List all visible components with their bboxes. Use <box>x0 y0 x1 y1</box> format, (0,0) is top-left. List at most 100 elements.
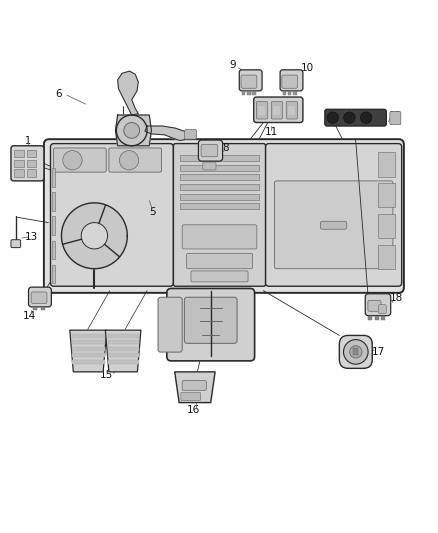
Text: 9: 9 <box>229 60 236 70</box>
Bar <box>241 92 245 95</box>
FancyBboxPatch shape <box>281 75 297 88</box>
Bar <box>377 183 394 207</box>
FancyBboxPatch shape <box>257 106 265 116</box>
FancyBboxPatch shape <box>367 300 380 311</box>
Bar <box>52 240 55 259</box>
Bar <box>72 360 105 364</box>
Text: 6: 6 <box>55 89 62 99</box>
Bar <box>180 203 258 209</box>
Bar <box>377 152 394 176</box>
FancyBboxPatch shape <box>31 292 47 303</box>
Circle shape <box>360 112 371 123</box>
Bar <box>180 165 258 171</box>
FancyBboxPatch shape <box>202 162 215 170</box>
Text: 17: 17 <box>371 347 384 357</box>
FancyBboxPatch shape <box>186 253 252 269</box>
Text: 10: 10 <box>300 63 313 72</box>
Bar <box>252 92 255 95</box>
Bar <box>52 216 55 235</box>
Text: 18: 18 <box>389 293 402 303</box>
Circle shape <box>63 151 82 170</box>
Bar <box>52 265 55 283</box>
Bar <box>108 360 139 364</box>
FancyBboxPatch shape <box>158 297 182 352</box>
FancyBboxPatch shape <box>50 143 173 286</box>
FancyBboxPatch shape <box>364 294 390 316</box>
FancyBboxPatch shape <box>287 106 295 116</box>
FancyBboxPatch shape <box>265 143 401 286</box>
FancyBboxPatch shape <box>240 75 256 88</box>
Bar <box>108 340 139 344</box>
Bar <box>381 316 385 320</box>
Bar <box>72 347 105 351</box>
FancyBboxPatch shape <box>53 148 106 172</box>
FancyBboxPatch shape <box>173 143 265 286</box>
FancyBboxPatch shape <box>11 146 44 181</box>
Bar <box>180 155 258 161</box>
Bar <box>180 184 258 190</box>
Bar <box>367 316 371 320</box>
Bar <box>72 334 105 337</box>
FancyBboxPatch shape <box>198 140 222 161</box>
Circle shape <box>119 151 138 170</box>
FancyBboxPatch shape <box>389 111 400 125</box>
Polygon shape <box>117 71 138 115</box>
FancyBboxPatch shape <box>109 148 161 172</box>
FancyBboxPatch shape <box>239 70 261 91</box>
Bar <box>27 169 36 176</box>
Polygon shape <box>81 223 107 249</box>
FancyBboxPatch shape <box>253 97 302 123</box>
Bar <box>14 150 24 157</box>
Circle shape <box>326 112 338 123</box>
Bar <box>33 307 37 310</box>
Bar <box>27 150 36 157</box>
Circle shape <box>349 346 361 358</box>
FancyBboxPatch shape <box>184 297 237 343</box>
FancyBboxPatch shape <box>166 288 254 361</box>
Text: 14: 14 <box>23 311 36 321</box>
Polygon shape <box>105 330 141 372</box>
Bar <box>14 169 24 176</box>
FancyBboxPatch shape <box>279 70 302 91</box>
Bar <box>247 92 250 95</box>
FancyBboxPatch shape <box>271 101 282 119</box>
Bar <box>52 168 55 187</box>
FancyBboxPatch shape <box>180 392 200 400</box>
Text: 12: 12 <box>388 111 401 122</box>
Text: 1: 1 <box>25 135 31 146</box>
Bar <box>108 334 139 337</box>
Bar <box>287 92 291 95</box>
Bar <box>374 316 378 320</box>
Text: 11: 11 <box>264 127 277 137</box>
FancyBboxPatch shape <box>184 130 196 139</box>
Circle shape <box>116 115 147 146</box>
Polygon shape <box>145 126 188 141</box>
Polygon shape <box>115 115 151 146</box>
Bar <box>353 348 357 355</box>
Circle shape <box>343 340 367 364</box>
Bar <box>293 92 296 95</box>
Polygon shape <box>61 203 127 269</box>
FancyBboxPatch shape <box>191 271 247 282</box>
Bar <box>377 245 394 269</box>
Bar <box>14 160 24 167</box>
FancyBboxPatch shape <box>28 287 51 307</box>
Bar <box>72 353 105 357</box>
Bar <box>41 307 45 310</box>
Bar <box>108 347 139 351</box>
Bar <box>377 214 394 238</box>
Text: 13: 13 <box>25 232 38 242</box>
Text: 5: 5 <box>148 207 155 217</box>
Bar <box>180 174 258 181</box>
Bar <box>27 160 36 167</box>
Bar <box>108 353 139 357</box>
Text: 15: 15 <box>100 370 113 380</box>
Bar <box>72 340 105 344</box>
FancyBboxPatch shape <box>44 139 403 293</box>
FancyBboxPatch shape <box>378 305 385 313</box>
Circle shape <box>343 112 354 123</box>
FancyBboxPatch shape <box>182 225 256 249</box>
FancyBboxPatch shape <box>274 181 392 269</box>
FancyBboxPatch shape <box>256 101 267 119</box>
FancyBboxPatch shape <box>286 101 297 119</box>
